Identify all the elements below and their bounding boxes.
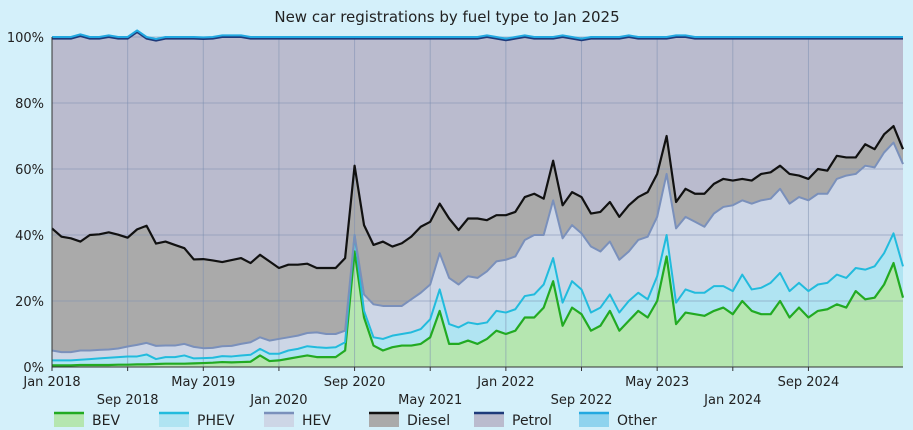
x-tick-label: May 2023 [625,375,689,390]
y-tick-label: 0% [23,361,44,376]
legend-swatch-bev [54,413,84,427]
x-tick-label: May 2019 [171,375,235,390]
line-diesel [51,125,905,270]
area-bev [52,251,903,367]
x-tick-label: Sep 2022 [551,393,613,408]
y-tick-label: 80% [15,97,44,112]
legend-label-hev: HEV [302,413,331,429]
y-tick-label: 100% [7,31,44,46]
x-tick-label: May 2021 [398,393,462,408]
x-tick-label: Jan 2018 [22,375,80,390]
legend-swatch-hev [264,413,294,427]
x-tick-label: Jan 2024 [703,393,761,408]
legend-label-bev: BEV [92,413,120,429]
y-axis: 0% 20% 40% 60% 80% 100% [7,31,53,376]
x-tick-label: Jan 2020 [249,393,307,408]
legend-swatch-other [579,413,609,427]
legend-label-phev: PHEV [197,413,235,429]
legend-swatch-phev [159,413,189,427]
x-tick-label: Sep 2018 [97,393,159,408]
x-tick-label: Jan 2022 [476,375,534,390]
line-bev [52,250,905,367]
line-other [52,29,903,40]
y-tick-label: 40% [15,229,44,244]
legend-label-other: Other [617,413,657,429]
x-tick-label: Sep 2024 [778,375,840,390]
line-phev [52,232,904,362]
x-axis: Jan 2018 Sep 2018 May 2019 Jan 2020 Sep 2020… [22,366,903,408]
legend-swatch-petrol [474,413,504,427]
y-tick-label: 60% [15,163,44,178]
legend-label-petrol: Petrol [512,413,552,429]
plot-area [51,29,905,368]
legend: BEV PHEV HEV Diesel Petrol Other [54,411,657,429]
x-tick-label: Sep 2020 [324,375,386,390]
area-petrol [52,32,903,268]
line-petrol [52,31,903,42]
y-tick-label: 20% [15,295,44,310]
legend-swatch-diesel [369,413,399,427]
line-hev [51,141,904,354]
chart-title: New car registrations by fuel type to Ja… [274,8,619,26]
legend-label-diesel: Diesel [407,413,450,429]
area-diesel [52,126,903,353]
